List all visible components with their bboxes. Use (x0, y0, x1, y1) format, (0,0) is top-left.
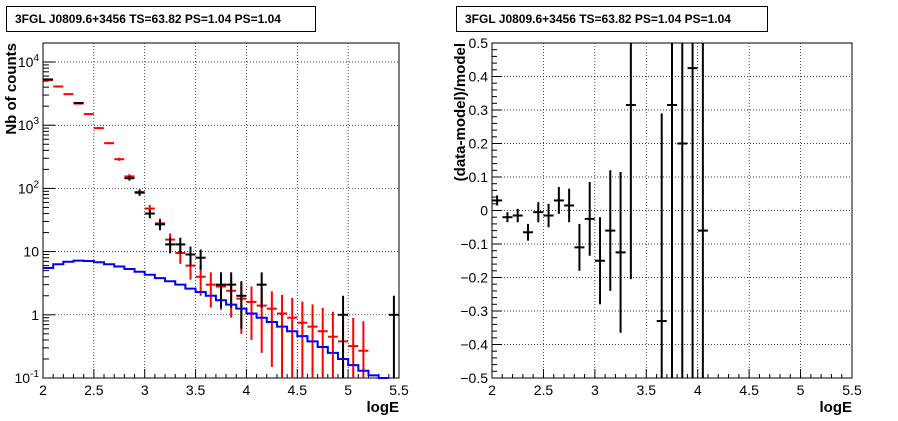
counts-chart-title: 3FGL J0809.6+3456 TS=63.82 PS=1.04 PS=1.… (6, 6, 316, 32)
x-tick-label: 3 (591, 382, 599, 398)
x-axis-label: logE (367, 399, 400, 416)
residuals-chart-title: 3FGL J0809.6+3456 TS=63.82 PS=1.04 PS=1.… (456, 6, 768, 32)
x-axis-label: logE (820, 399, 853, 416)
model-step-line (43, 259, 389, 379)
x-tick-label: 4 (243, 382, 251, 398)
x-tick-label: 5.5 (389, 382, 409, 398)
y-tick-label: 0.2 (469, 136, 489, 152)
x-tick-label: 4 (694, 382, 702, 398)
y-tick-label: −0.4 (460, 337, 488, 353)
y-tick-label: 104 (18, 53, 40, 70)
y-tick-label: 0.4 (469, 69, 489, 85)
y-tick-label: 0.5 (469, 35, 489, 51)
x-tick-label: 2 (39, 382, 47, 398)
x-tick-label: 2 (488, 382, 496, 398)
x-tick-label: 5 (797, 382, 805, 398)
x-tick-label: 5 (344, 382, 352, 398)
x-tick-label: 5.5 (842, 382, 862, 398)
x-tick-label: 3 (141, 382, 149, 398)
y-tick-label: −0.1 (460, 236, 488, 252)
y-axis-label: Nb of counts (3, 43, 20, 135)
y-tick-label: 102 (18, 179, 40, 196)
counts-chart: 2 2.5 3 3.5 4 4.5 5 5.5 10-1 1 10 102 103 104 logE Nb o… (3, 42, 409, 416)
x-tick-label: 4.5 (739, 382, 759, 398)
x-tick-label: 2.5 (84, 382, 104, 398)
x-tick-label: 4.5 (288, 382, 308, 398)
y-tick-label: 0.1 (469, 169, 489, 185)
x-tick-label: 3.5 (637, 382, 657, 398)
y-axis-label: (data-model)/model (452, 43, 469, 181)
y-tick-label: 1 (31, 307, 39, 323)
y-tick-label: 0 (480, 203, 488, 219)
y-tick-label: 10 (23, 244, 39, 260)
y-tick-label: 10-1 (15, 369, 40, 386)
plot-frame (42, 42, 400, 379)
x-tick-label: 3.5 (186, 382, 206, 398)
x-tick-label: 2.5 (534, 382, 554, 398)
y-tick-label: −0.3 (460, 303, 488, 319)
y-tick-label: −0.2 (460, 270, 488, 286)
y-tick-label: 103 (18, 116, 40, 133)
y-tick-label: 0.3 (469, 102, 489, 118)
y-tick-label: −0.5 (460, 370, 488, 386)
residuals-chart: 2 2.5 3 3.5 4 4.5 5 5.5 −0.5 −0.4 −0.3 −0.2 −0.1 0 0.1… (452, 35, 862, 416)
